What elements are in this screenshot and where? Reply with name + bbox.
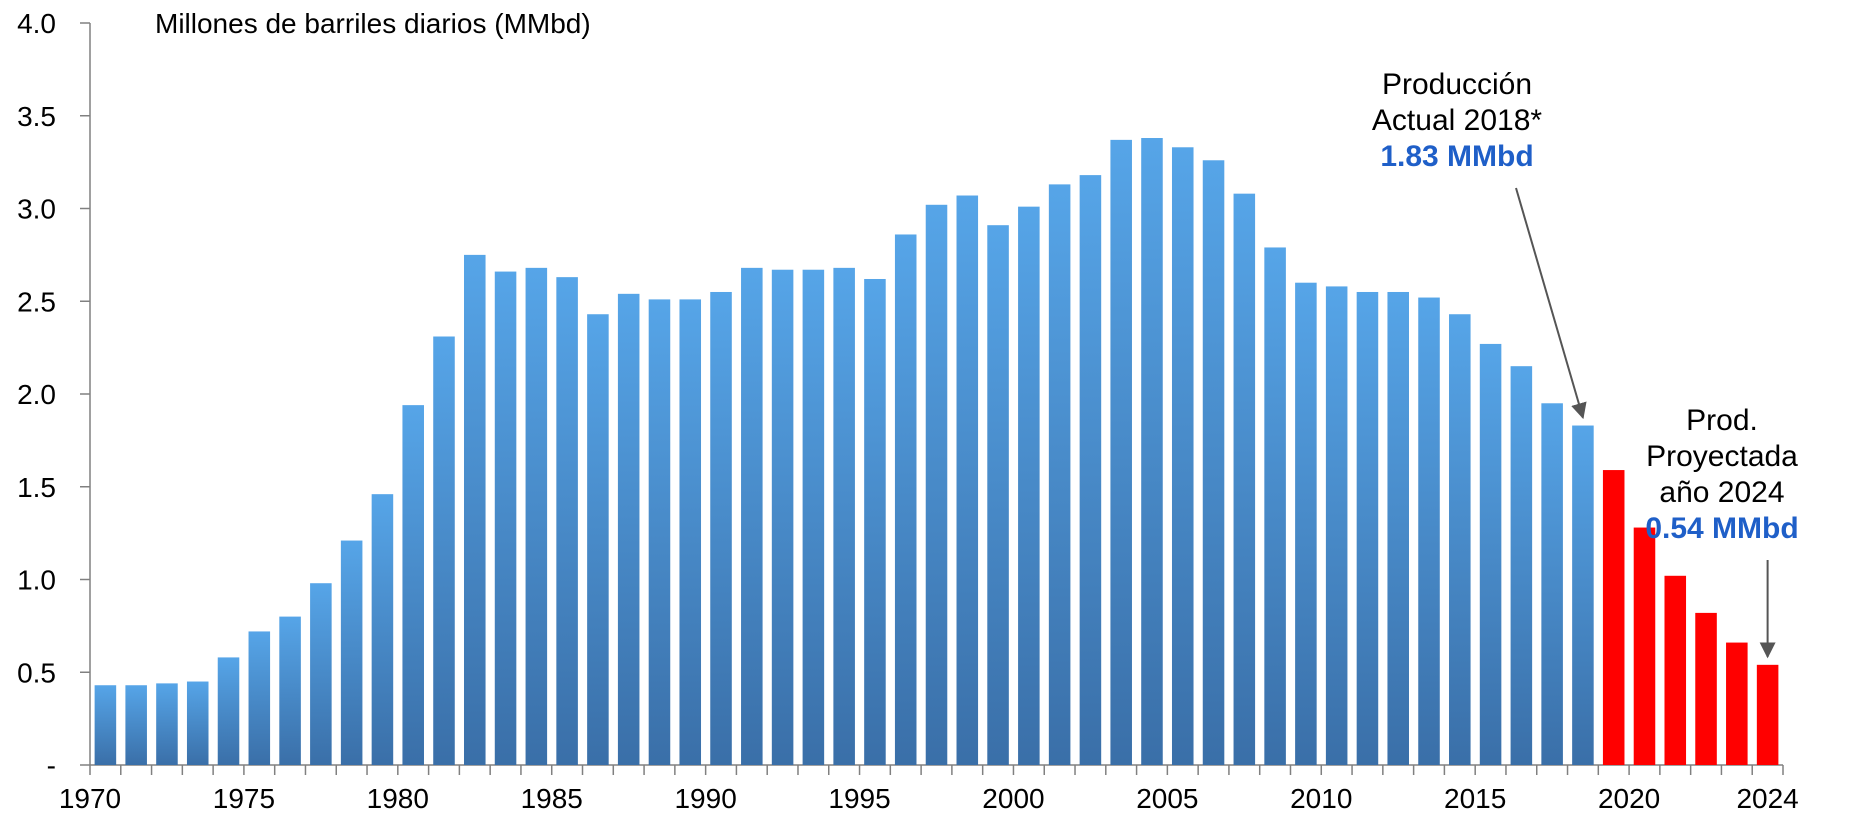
bar-historical-2018: [1572, 425, 1594, 765]
x-tick-label: 2005: [1136, 783, 1198, 814]
bar-historical-1972: [156, 683, 178, 765]
annotation-text: Producción: [1382, 68, 1532, 101]
bar-historical-2003: [1110, 139, 1132, 765]
bar-historical-2016: [1510, 366, 1533, 765]
y-tick-label: 1.5: [17, 472, 56, 503]
annotation-arrow: [1515, 187, 1587, 420]
bar-historical-2005: [1171, 147, 1194, 765]
x-tick-label: 2000: [982, 783, 1044, 814]
annotation-text: Prod.: [1686, 404, 1758, 437]
bar-historical-1973: [186, 681, 209, 765]
y-tick-label: 4.0: [17, 8, 56, 39]
bar-historical-2009: [1295, 282, 1317, 765]
bar-historical-2000: [1018, 206, 1040, 765]
bar-historical-1970: [94, 685, 117, 765]
bar-historical-1994: [833, 267, 855, 765]
bar-historical-1981: [433, 336, 455, 765]
bar-historical-2012: [1387, 291, 1409, 765]
annotation-value: 1.83 MMbd: [1380, 140, 1533, 173]
bar-historical-1997: [925, 204, 948, 766]
y-tick-label: 3.0: [17, 194, 56, 225]
bar-historical-2013: [1418, 297, 1440, 765]
bar-historical-2017: [1541, 403, 1563, 765]
annotation-text: Actual 2018*: [1372, 104, 1542, 137]
bar-projected-2022: [1695, 612, 1717, 765]
bar-historical-1995: [864, 278, 886, 765]
bar-historical-1974: [217, 657, 240, 765]
bar-historical-2007: [1233, 193, 1256, 765]
bar-historical-1989: [679, 299, 702, 765]
bar-historical-1978: [340, 540, 363, 765]
bar-historical-2011: [1356, 291, 1379, 765]
bar-historical-2004: [1141, 138, 1163, 765]
bar-historical-1987: [617, 293, 640, 765]
bar-historical-1988: [648, 299, 671, 765]
bar-historical-2010: [1325, 286, 1348, 765]
bar-projected-2024: [1756, 664, 1779, 765]
bar-historical-1982: [464, 254, 486, 766]
bar-projected-2019: [1602, 470, 1625, 765]
x-tick-label: 1985: [521, 783, 583, 814]
x-axis: 1970 1975 1980 1985 1990 1995 2000 2005 2010 2015…: [59, 764, 1799, 814]
bar-historical-1984: [525, 267, 548, 765]
x-tick-label: 2020: [1598, 783, 1660, 814]
bar-historical-1976: [279, 616, 301, 765]
bar-historical-2002: [1079, 175, 1102, 766]
bar-historical-2008: [1264, 247, 1286, 765]
y-tick-label: 0.5: [17, 657, 56, 688]
bar-historical-1985: [556, 277, 578, 765]
y-tick-label: 2.5: [17, 286, 56, 317]
bar-historical-1992: [771, 269, 794, 765]
bar-historical-1980: [402, 405, 424, 765]
x-tick-label: 1995: [828, 783, 890, 814]
bar-projected-2023: [1726, 642, 1748, 765]
annotation-text: año 2024: [1659, 476, 1784, 509]
x-tick-label: 1970: [59, 783, 121, 814]
bar-historical-1979: [371, 494, 394, 765]
annotation-text: Proyectada: [1646, 440, 1798, 473]
y-tick-label: 3.5: [17, 101, 56, 132]
annotation-value: 0.54 MMbd: [1645, 512, 1798, 545]
bars-group: [94, 138, 1779, 766]
bar-historical-1991: [741, 267, 763, 765]
bar-historical-1983: [494, 271, 517, 765]
x-tick-label: 1980: [367, 783, 429, 814]
bar-historical-2006: [1202, 160, 1225, 765]
bar-historical-2015: [1479, 343, 1502, 765]
bar-historical-1996: [894, 234, 917, 766]
bar-historical-1998: [956, 195, 979, 765]
bar-historical-1975: [248, 631, 271, 765]
bar-projected-2020: [1633, 527, 1656, 765]
x-tick-label: 1990: [674, 783, 736, 814]
bar-historical-1990: [710, 291, 732, 765]
x-tick-label: 2015: [1444, 783, 1506, 814]
x-tick-label: 1975: [213, 783, 275, 814]
y-tick-label: 1.0: [17, 565, 56, 596]
y-axis: - 0.5 1.0 1.5 2.0 2.5 3.0 3.5 4.0: [17, 8, 91, 781]
y-tick-label: -: [47, 750, 56, 781]
bar-historical-1986: [587, 314, 609, 765]
x-tick-label: 2024: [1736, 783, 1798, 814]
bar-projected-2021: [1664, 575, 1687, 765]
bar-historical-1993: [802, 269, 825, 765]
bar-historical-1977: [310, 583, 332, 765]
bar-historical-1971: [125, 685, 147, 765]
bar-historical-2001: [1048, 184, 1071, 765]
y-tick-label: 2.0: [17, 379, 56, 410]
bar-historical-2014: [1449, 314, 1471, 765]
y-axis-title: Millones de barriles diarios (MMbd): [155, 8, 591, 39]
x-tick-label: 2010: [1290, 783, 1352, 814]
bar-historical-1999: [987, 225, 1009, 765]
